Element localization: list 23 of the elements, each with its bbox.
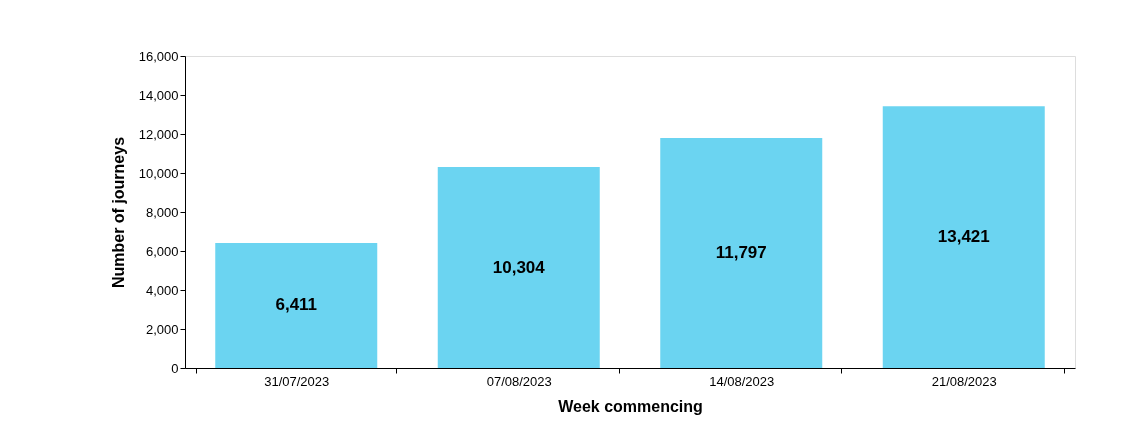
y-tick-label: 10,000: [138, 165, 179, 181]
y-tick-label: 4,000: [145, 282, 179, 298]
data-label: 11,797: [715, 242, 767, 262]
y-tick-label: 6,000: [145, 243, 179, 259]
x-tick-label: 21/08/2023: [931, 373, 997, 389]
x-tick-label: 07/08/2023: [486, 373, 552, 389]
y-tick-label: 14,000: [138, 87, 179, 103]
bar: [660, 137, 823, 368]
bar: [882, 106, 1045, 368]
x-axis-title: Week commencing: [558, 397, 703, 415]
y-tick-label: 0: [171, 360, 179, 376]
y-axis-title: Number of journeys: [109, 136, 127, 289]
data-label: 10,304: [492, 257, 546, 277]
x-tick-label: 14/08/2023: [709, 373, 775, 389]
y-tick-label: 12,000: [138, 126, 179, 142]
y-tick-label: 2,000: [145, 321, 179, 337]
data-label: 6,411: [275, 295, 318, 315]
y-tick-label: 8,000: [145, 204, 179, 220]
x-tick-label: 31/07/2023: [264, 373, 330, 389]
y-tick-label: 16,000: [138, 48, 179, 64]
bar: [437, 167, 600, 368]
data-label: 13,421: [937, 227, 990, 247]
bar: [215, 242, 378, 368]
